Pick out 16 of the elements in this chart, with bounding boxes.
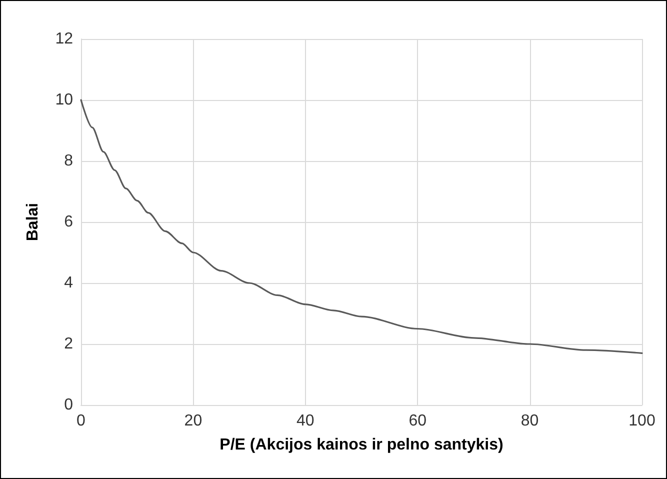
y-tick-label: 4 <box>64 274 74 292</box>
y-tick-label: 6 <box>64 214 74 230</box>
x-axis-title: P/E (Akcijos kainos ir pelno santykis) <box>220 436 504 454</box>
y-tick-label: 12 <box>55 30 74 48</box>
y-tick-label: 8 <box>64 152 74 170</box>
x-tick-label: 80 <box>520 412 539 430</box>
x-tick-label: 100 <box>628 412 656 430</box>
line-series <box>80 99 643 354</box>
x-tick-label: 0 <box>76 412 86 430</box>
y-tick-label: 10 <box>55 92 74 108</box>
y-axis-title: Balai <box>24 202 42 242</box>
x-tick-label: 20 <box>184 412 202 430</box>
x-tick-label: 40 <box>296 412 314 430</box>
y-tick-label: 0 <box>64 396 74 414</box>
y-tick-label: 2 <box>64 336 74 352</box>
x-tick-label: 60 <box>408 412 427 430</box>
